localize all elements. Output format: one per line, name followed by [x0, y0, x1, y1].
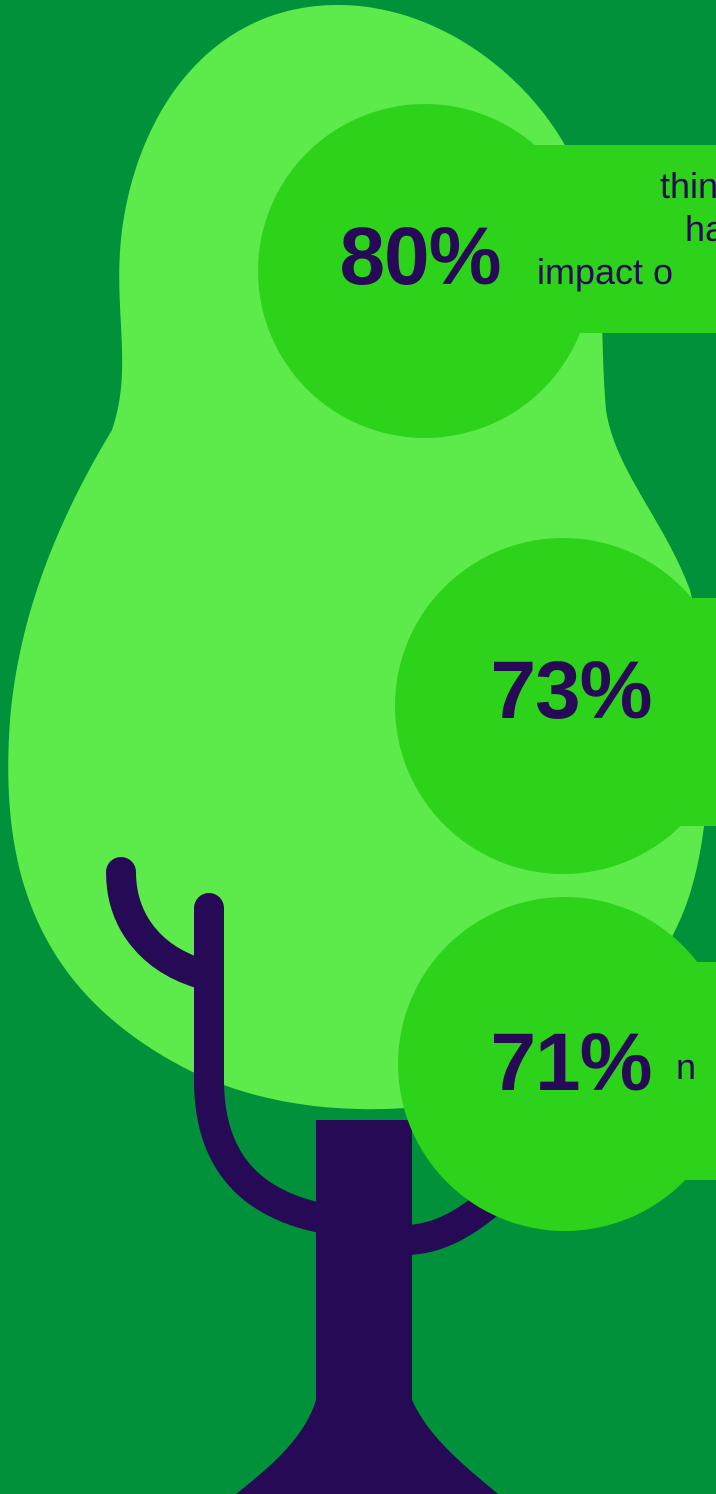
stat-bubble-3: [398, 897, 716, 1231]
stat-value-2: 73%: [490, 645, 652, 736]
tree-branch-left: [106, 857, 220, 990]
stat-description-3-line-1: n: [676, 1046, 697, 1087]
stat-description-3: n: [676, 1045, 716, 1091]
stat-value-1: 80%: [339, 211, 501, 302]
stat-description-1-line-3: impact o: [537, 251, 674, 292]
stat-bubble-1: [258, 104, 592, 438]
stat-description-1-line-2: ha: [685, 208, 716, 249]
stat-bubble-2: [395, 538, 716, 874]
tree-branch-middle: [194, 893, 360, 1237]
stat-description-1: thin ha impact o: [520, 164, 716, 310]
stat-value-3: 71%: [490, 1017, 652, 1108]
tree-trunk: [236, 1120, 498, 1494]
stat-description-1-line-1: thin: [660, 165, 716, 206]
